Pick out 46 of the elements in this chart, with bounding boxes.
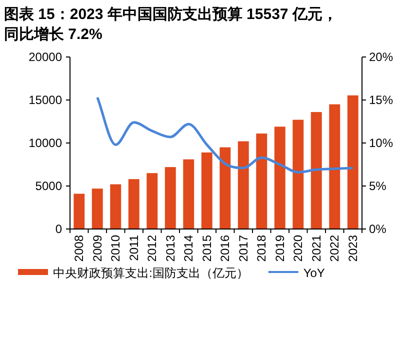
bar xyxy=(220,147,231,229)
legend-label: 中央财政预算支出:国防支出（亿元） xyxy=(53,266,248,280)
bar xyxy=(92,188,103,229)
y-tick-label: 0 xyxy=(55,222,62,236)
x-tick-label: 2009 xyxy=(90,234,104,262)
y-tick-label: 15000 xyxy=(28,93,62,107)
line-series xyxy=(96,96,354,174)
y2-tick-label: 10% xyxy=(369,136,394,150)
x-tick-label: 2016 xyxy=(218,234,232,262)
bar xyxy=(201,152,212,229)
x-tick-label: 2017 xyxy=(236,234,250,262)
bar xyxy=(292,120,304,229)
y-tick-label: 20000 xyxy=(28,50,62,64)
legend-label: YoY xyxy=(303,266,325,280)
x-tick-label: 2019 xyxy=(272,234,287,262)
bar xyxy=(74,194,85,229)
x-tick-label: 2022 xyxy=(328,234,342,262)
bar xyxy=(183,159,194,229)
bar xyxy=(310,112,322,229)
bar xyxy=(256,134,268,229)
bar xyxy=(164,167,176,229)
bar xyxy=(110,184,122,229)
y2-tick-label: 0% xyxy=(369,222,387,236)
x-tick-label: 2020 xyxy=(291,234,306,262)
chart-title: 图表 15：2023 年中国国防支出预算 15537 亿元，同比增长 7.2% xyxy=(4,6,338,43)
bar xyxy=(146,173,158,229)
x-tick-label: 2011 xyxy=(126,234,141,261)
y2-tick-label: 20% xyxy=(369,50,394,64)
x-tick-label: 2010 xyxy=(108,234,123,262)
y2-tick-label: 5% xyxy=(369,179,387,193)
bar xyxy=(274,126,286,229)
x-tick-label: 2008 xyxy=(72,234,86,262)
x-tick-label: 2015 xyxy=(200,234,214,262)
x-tick-label: 2014 xyxy=(182,234,196,262)
x-tick-label: 2013 xyxy=(163,234,178,262)
y-tick-label: 5000 xyxy=(35,179,62,193)
x-tick-label: 2023 xyxy=(346,234,360,262)
x-tick-label: 2012 xyxy=(145,234,160,262)
y2-tick-label: 15% xyxy=(369,93,394,107)
y-tick-label: 10000 xyxy=(28,136,62,150)
x-tick-label: 2021 xyxy=(309,234,324,262)
bar xyxy=(238,141,249,229)
bar xyxy=(329,104,340,229)
bar xyxy=(347,95,358,229)
x-tick-label: 2018 xyxy=(254,234,269,262)
bar xyxy=(128,179,140,229)
